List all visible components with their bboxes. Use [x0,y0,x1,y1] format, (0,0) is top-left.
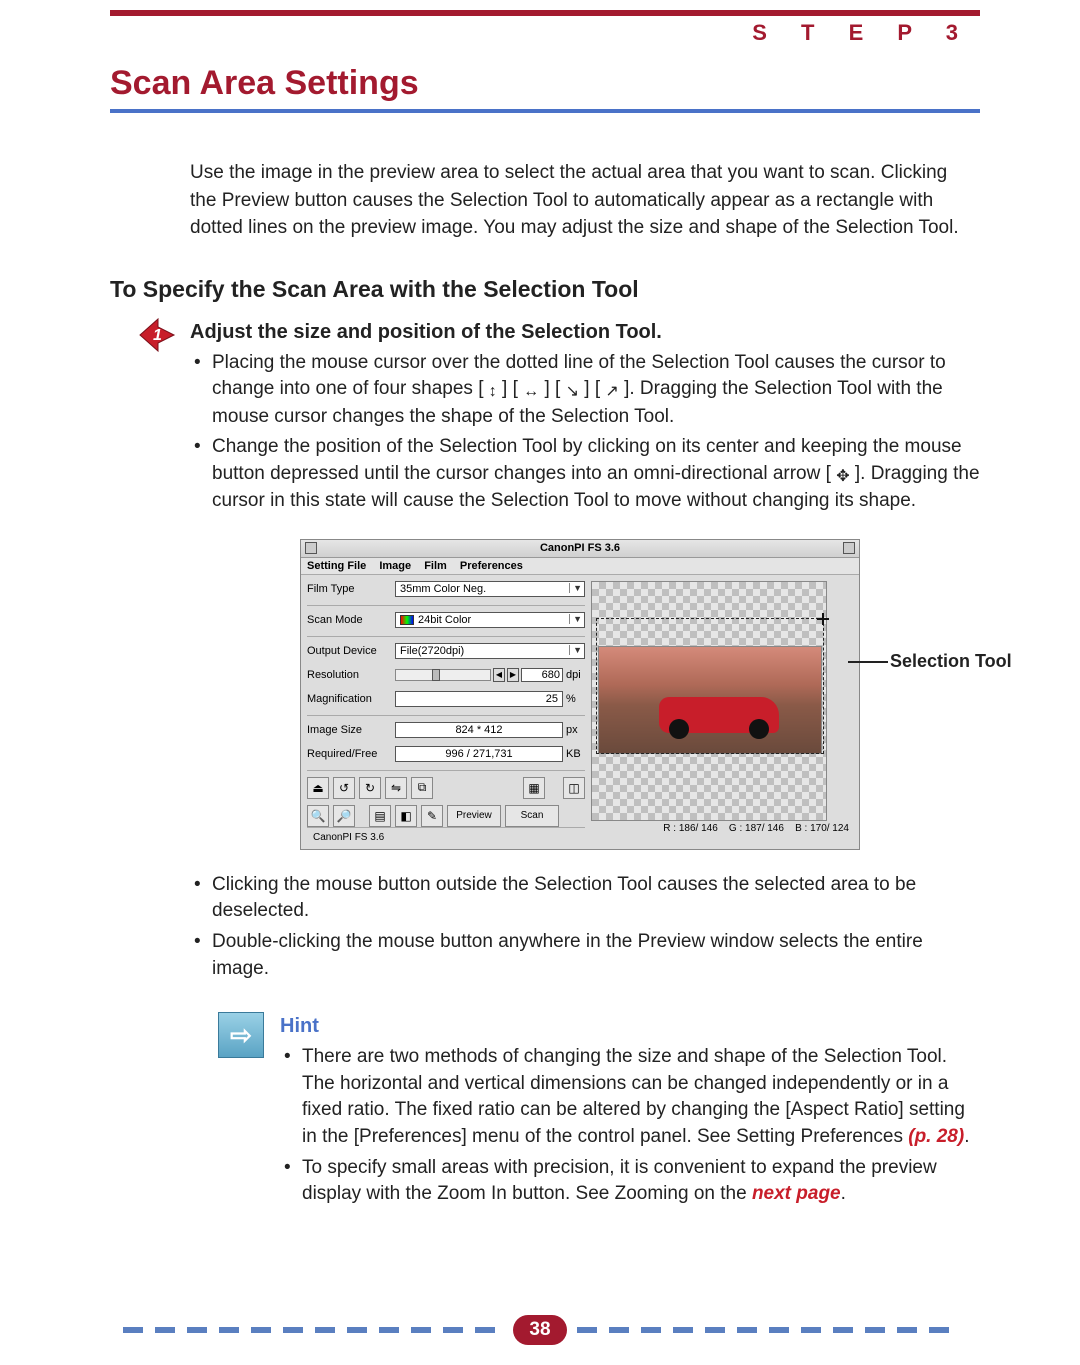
rgb-readout: R : 186/ 146 G : 187/ 146 B : 170/ 124 [591,821,853,836]
app-window: CanonPI FS 3.6 Setting File Image Film P… [300,539,860,850]
zoom-out-icon[interactable]: 🔎 [333,805,355,827]
image-size-label: Image Size [307,724,395,736]
post-bullet-1: Clicking the mouse button outside the Se… [212,872,980,925]
callout-selection-tool: Selection Tool [890,651,1012,672]
tool-eject-icon[interactable]: ⏏ [307,777,329,799]
footer-dashes-right [577,1327,957,1333]
required-free-label: Required/Free [307,748,395,760]
film-type-label: Film Type [307,583,395,595]
menu-preferences[interactable]: Preferences [460,560,523,572]
system-menu-icon[interactable] [305,542,317,554]
scan-button[interactable]: Scan [505,805,559,827]
step-number-badge: 1 [138,315,178,355]
footer-dashes-left [123,1327,503,1333]
step1-bullet-2: Change the position of the Selection Too… [212,434,980,515]
magnification-unit: % [563,693,585,705]
status-bar: CanonPI FS 3.6 [307,827,585,847]
image-size-value: 824 * 412 [395,722,563,738]
link-next-page[interactable]: next page [752,1183,841,1204]
film-type-select[interactable]: 35mm Color Neg. [395,581,585,597]
resolution-decrement[interactable]: ◀ [493,668,505,682]
title-blue-rule [110,109,980,113]
resolution-slider[interactable] [395,669,491,681]
tool-flip-icon[interactable]: ⇋ [385,777,407,799]
hint-icon: ⇨ [218,1012,264,1058]
selection-handle-icon[interactable] [817,613,829,625]
menu-image[interactable]: Image [379,560,411,572]
page-footer: 38 [0,1315,1080,1345]
color-swatch-icon [400,615,414,625]
selection-tool-rectangle[interactable] [596,618,824,754]
resize-vertical-icon: ↕ [489,381,497,403]
resize-horizontal-icon: ↔ [523,381,539,403]
step-number-text: 1 [153,327,162,344]
scan-mode-select[interactable]: 24bit Color [395,612,585,628]
resolution-value[interactable]: 680 [521,668,563,682]
menu-setting-file[interactable]: Setting File [307,560,366,572]
app-title: CanonPI FS 3.6 [317,542,843,554]
tool-histogram-icon[interactable]: ▤ [369,805,391,827]
hint-bullet-1: There are two methods of changing the si… [302,1044,980,1150]
magnification-value[interactable]: 25 [395,691,563,707]
scan-mode-label: Scan Mode [307,614,395,626]
output-device-select[interactable]: File(2720dpi) [395,643,585,659]
menu-film[interactable]: Film [424,560,447,572]
intro-paragraph: Use the image in the preview area to sel… [110,159,980,242]
step-instruction-title: Adjust the size and position of the Sele… [190,321,980,344]
collapse-icon[interactable] [843,542,855,554]
callout-line [848,661,888,663]
tool-curves-icon[interactable]: ◧ [395,805,417,827]
top-red-rule [110,10,980,16]
resize-nwse-icon: ↘ [566,381,579,403]
output-device-label: Output Device [307,645,395,657]
image-size-unit: px [563,724,585,736]
magnification-label: Magnification [307,693,395,705]
required-free-value: 996 / 271,731 [395,746,563,762]
zoom-in-icon[interactable]: 🔍 [307,805,329,827]
tool-mirror-icon[interactable]: ⧉ [411,777,433,799]
tool-rotate-left-icon[interactable]: ↺ [333,777,355,799]
preview-area[interactable] [591,581,827,821]
resize-nesw-icon: ↗ [605,381,618,403]
resolution-label: Resolution [307,669,395,681]
tool-auto-icon[interactable]: ▦ [523,777,545,799]
preview-button[interactable]: Preview [447,805,501,827]
hint-bullet-2: To specify small areas with precision, i… [302,1155,980,1208]
app-menubar: Setting File Image Film Preferences [301,558,859,575]
tool-rotate-right-icon[interactable]: ↻ [359,777,381,799]
tool-crop-icon[interactable]: ◫ [563,777,585,799]
step1-bullet-1: Placing the mouse cursor over the dotted… [212,350,980,431]
subheading: To Specify the Scan Area with the Select… [110,276,980,303]
tool-eyedropper-icon[interactable]: ✎ [421,805,443,827]
app-titlebar: CanonPI FS 3.6 [301,540,859,558]
page-number: 38 [513,1315,567,1345]
required-free-unit: KB [563,748,585,760]
hint-title: Hint [280,1012,980,1040]
move-icon: ✥ [836,466,849,488]
page-title: Scan Area Settings [110,64,980,103]
step-label: S T E P 3 [110,20,980,46]
resolution-unit: dpi [563,669,585,681]
post-bullet-2: Double-clicking the mouse button anywher… [212,929,980,982]
link-p28[interactable]: (p. 28) [908,1126,964,1147]
resolution-increment[interactable]: ▶ [507,668,519,682]
